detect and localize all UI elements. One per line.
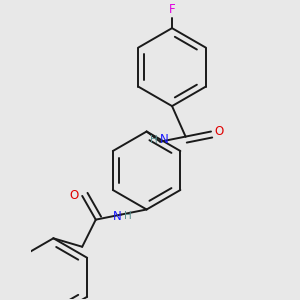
Text: O: O <box>214 125 224 138</box>
Text: H: H <box>124 211 132 221</box>
Text: H: H <box>150 135 158 145</box>
Text: N: N <box>160 134 169 146</box>
Text: N: N <box>112 210 121 223</box>
Text: O: O <box>70 189 79 203</box>
Text: F: F <box>169 3 175 16</box>
